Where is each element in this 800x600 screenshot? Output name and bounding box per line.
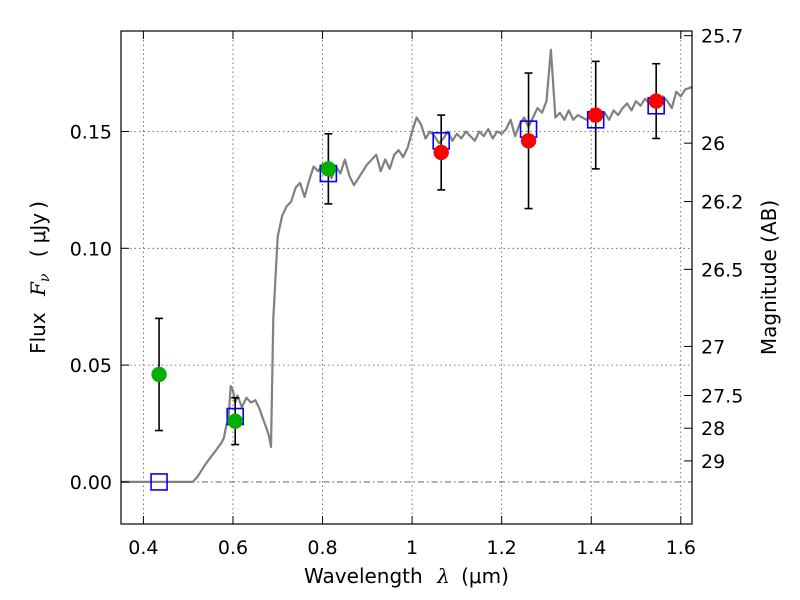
y2-tick-label: 27.5 [701, 385, 743, 407]
observed-nir-point [648, 93, 664, 109]
x-axis-label: Wavelength λ (μm) [304, 564, 509, 588]
y-axis-label-subscript: ν [37, 273, 53, 282]
observed-optical-point [320, 161, 337, 177]
y-axis-label-symbol: F [26, 281, 50, 297]
x-axis-label-text: Wavelength [304, 564, 423, 588]
model-spectrum-layer [121, 48, 693, 483]
x-axis-label-open: ( [461, 564, 469, 588]
y-axis-label-unit: μJy [26, 213, 50, 244]
observed-nir-point [433, 144, 449, 161]
y-axis-label-open: ( [26, 249, 50, 257]
x-axis-label-close: ) [501, 564, 509, 588]
observed-nir-point [520, 133, 537, 149]
observed-optical-point [151, 366, 167, 383]
grid-layer [121, 31, 692, 524]
y-axis-label-text: Flux [26, 312, 50, 354]
y-tick-label: 0.05 [70, 355, 112, 377]
y-tick-label: 0.10 [70, 238, 112, 260]
marker-layer [150, 93, 665, 491]
y-tick-label: 0.15 [70, 121, 112, 143]
x-axis-label-unit: μm [469, 564, 501, 588]
x-tick-label: 0.6 [218, 537, 248, 559]
observed-nir-point [587, 107, 604, 123]
tick-layer: 0.4 0.6 0.8 1 1.2 1.4 1.6 0.00 0.05 0.10 0.15 25.7 2… [70, 26, 744, 559]
y-axis-label-close: ) [26, 201, 50, 209]
y2-tick-label: 28 [701, 418, 725, 440]
y2-tick-label: 25.7 [701, 26, 743, 48]
x-tick-label: 0.4 [128, 537, 158, 559]
observed-optical-point [227, 413, 243, 429]
x-tick-label: 1.2 [487, 537, 517, 559]
secondary-y-axis-label: Magnitude (AB) [757, 200, 781, 355]
y2-tick-label: 26.5 [701, 259, 743, 281]
x-tick-label: 1 [406, 537, 418, 559]
y2-tick-label: 29 [701, 451, 725, 473]
x-tick-label: 1.4 [576, 537, 606, 559]
x-tick-label: 1.6 [666, 537, 696, 559]
x-axis-label-symbol: λ [436, 564, 450, 588]
x-tick-label: 0.8 [307, 537, 337, 559]
model-spectrum-line [121, 48, 693, 483]
model-photometry-square [150, 473, 168, 491]
y2-tick-label: 26 [701, 133, 725, 155]
y2-tick-label: 26.2 [701, 192, 743, 214]
y2-tick-label: 27 [701, 336, 725, 358]
plot-frame [120, 30, 693, 525]
y-tick-label: 0.00 [70, 472, 112, 494]
y-axis-label: Flux Fν ( μJy) [26, 201, 54, 354]
